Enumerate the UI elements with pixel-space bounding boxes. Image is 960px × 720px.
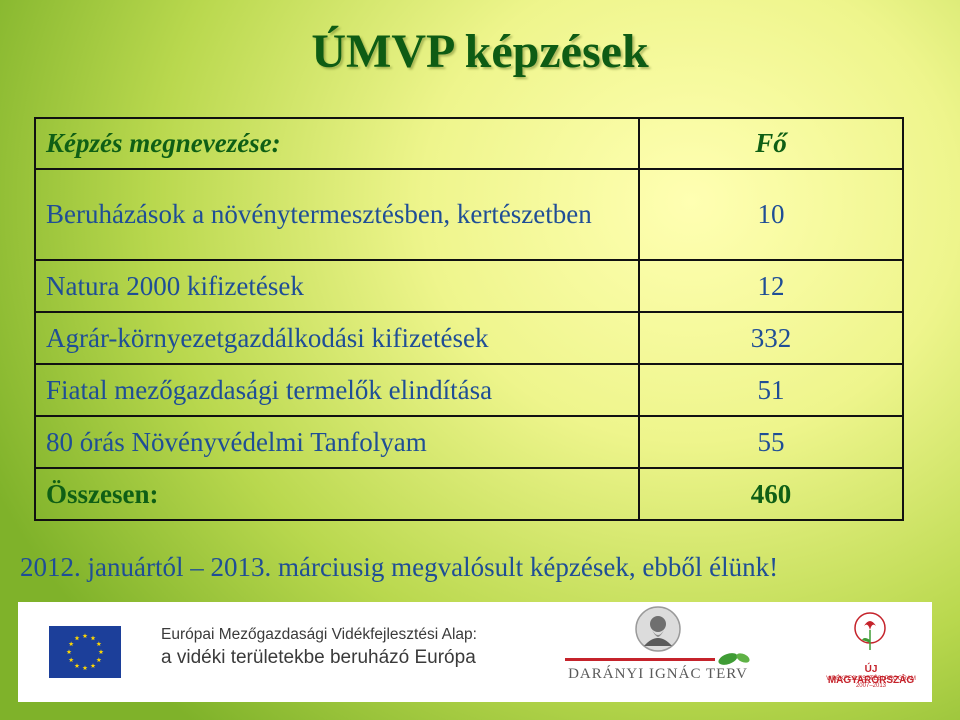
portrait-icon: [635, 606, 681, 652]
eu-star: [68, 641, 74, 647]
ujm-sub: VIDÉKFEJLESZTÉSI PROGRAM 2007–2013: [826, 676, 916, 689]
row-label: Beruházások a növénytermesztésben, kerté…: [34, 167, 640, 262]
table-header-row: Képzés megnevezése: Fő: [34, 117, 904, 170]
ujm-label: ÚJ MAGYARORSZÁG: [827, 664, 915, 686]
fund-line-2: a vidéki területekbe beruházó Európa: [161, 647, 476, 668]
eu-star: [82, 633, 88, 639]
page-title: ÚMVP képzések: [311, 25, 649, 78]
carnation-icon: [854, 612, 886, 650]
total-label: Összesen:: [34, 467, 640, 521]
header-label: Képzés megnevezése:: [34, 117, 640, 170]
fund-text: Európai Mezőgazdasági Vidékfejlesztési A…: [161, 624, 477, 670]
table-row: Agrár-környezetgazdálkodási kifizetések …: [34, 311, 904, 366]
caption: 2012. januártól – 2013. márciusig megval…: [20, 552, 779, 582]
table-row: Natura 2000 kifizetések 12: [34, 259, 904, 314]
training-table: Képzés megnevezése: Fő Beruházások a növ…: [34, 117, 904, 521]
row-value: 12: [638, 259, 904, 314]
eu-flag-icon: [49, 626, 121, 678]
row-label: 80 órás Növényvédelmi Tanfolyam: [34, 415, 640, 470]
daranyi-logo: DARÁNYI IGNÁC TERV: [563, 606, 753, 698]
eu-star: [98, 649, 104, 655]
eu-star: [90, 635, 96, 641]
eu-star: [74, 635, 80, 641]
header-value: Fő: [638, 117, 904, 170]
table-total-row: Összesen: 460: [34, 467, 904, 521]
eu-star: [68, 657, 74, 663]
eu-star: [74, 663, 80, 668]
row-value: 51: [638, 363, 904, 418]
fund-line-1: Európai Mezőgazdasági Vidékfejlesztési A…: [161, 626, 477, 643]
row-value: 55: [638, 415, 904, 470]
row-label: Natura 2000 kifizetések: [34, 259, 640, 314]
total-value: 460: [638, 467, 904, 521]
row-value: 10: [638, 167, 904, 262]
daranyi-label: DARÁNYI IGNÁC TERV: [568, 666, 748, 682]
row-label: Fiatal mezőgazdasági termelők elindítása: [34, 363, 640, 418]
eu-star: [90, 663, 96, 668]
footer-logos: Európai Mezőgazdasági Vidékfejlesztési A…: [18, 602, 932, 702]
table-row: 80 órás Növényvédelmi Tanfolyam 55: [34, 415, 904, 470]
row-label: Agrár-környezetgazdálkodási kifizetések: [34, 311, 640, 366]
eu-star: [96, 641, 102, 647]
uj-magyarorszag-logo: ÚJ MAGYARORSZÁG VIDÉKFEJLESZTÉSI PROGRAM…: [826, 610, 916, 698]
eu-star: [82, 665, 88, 671]
eu-star: [96, 657, 102, 663]
table-row: Fiatal mezőgazdasági termelők elindítása…: [34, 363, 904, 418]
row-value: 332: [638, 311, 904, 366]
eu-star: [66, 649, 72, 655]
leaf-line-icon: [565, 653, 750, 665]
table-row: Beruházások a növénytermesztésben, kerté…: [34, 167, 904, 262]
